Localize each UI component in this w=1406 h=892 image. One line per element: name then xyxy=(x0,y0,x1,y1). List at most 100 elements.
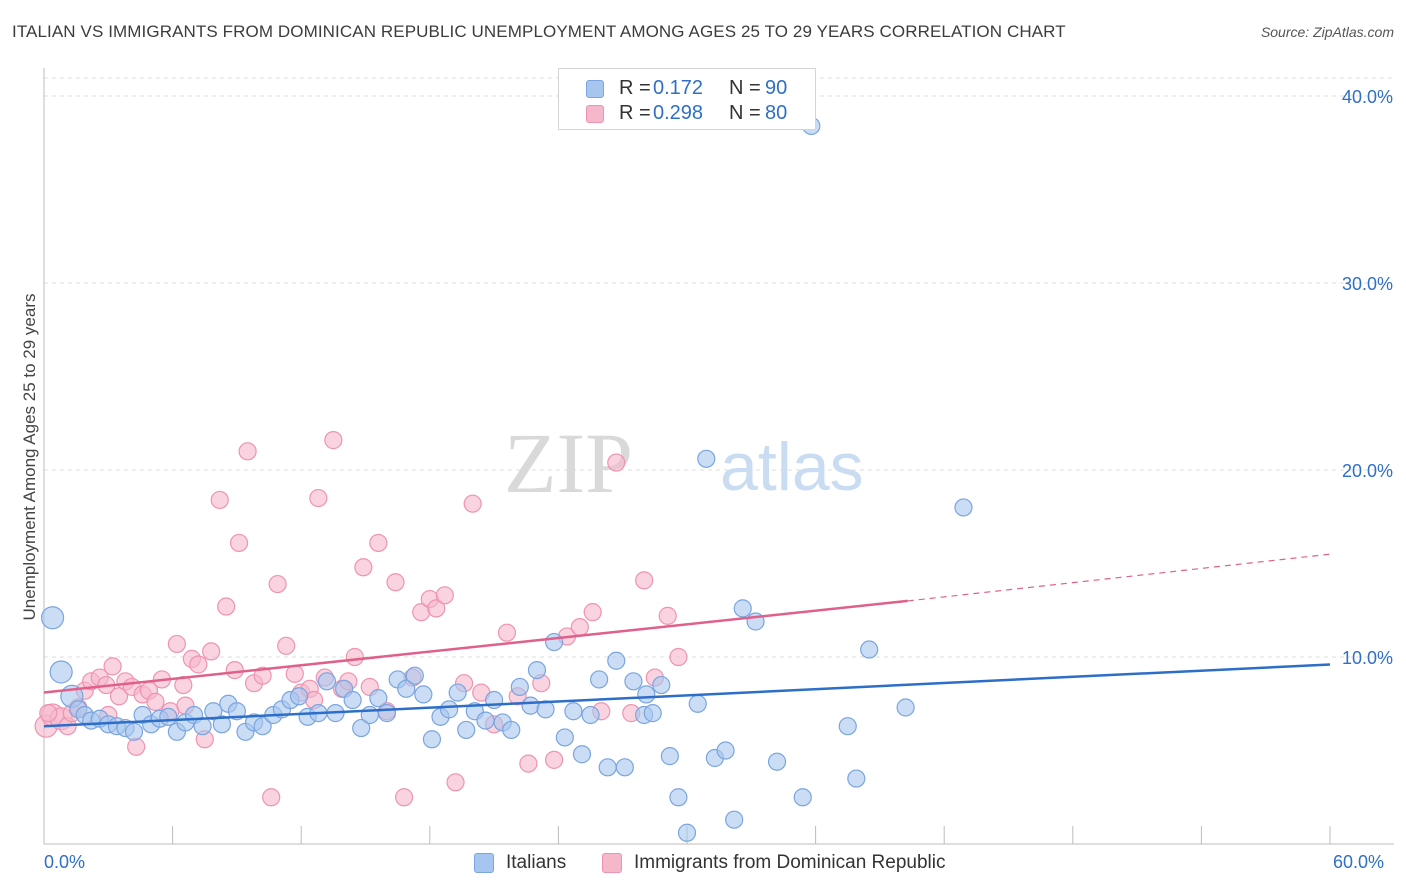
point-dominican xyxy=(607,453,626,472)
y-tick-label: 10.0% xyxy=(1342,648,1393,668)
point-italians xyxy=(317,672,337,691)
trend-line-dominican xyxy=(43,599,908,694)
correlation-legend: R = 0.172 N = 90 R = 0.298 N = 80 xyxy=(558,68,816,130)
point-dominican xyxy=(386,573,405,592)
y-tick-label: 30.0% xyxy=(1342,274,1393,294)
y-tick-label: 20.0% xyxy=(1342,461,1393,481)
point-italians xyxy=(193,717,212,736)
trend-line-dominican-extension xyxy=(907,553,1331,602)
point-italians xyxy=(652,675,671,695)
grid-lines xyxy=(44,77,1394,658)
point-italians xyxy=(838,717,857,736)
legend-r-label: R = xyxy=(619,102,651,124)
point-italians xyxy=(660,747,679,766)
point-dominican xyxy=(324,431,343,450)
point-dominican xyxy=(238,442,257,461)
point-italians xyxy=(422,730,442,749)
point-italians xyxy=(545,632,564,652)
point-dominican xyxy=(635,571,654,590)
point-italians xyxy=(767,752,787,771)
legend-r-label: R = xyxy=(619,77,651,99)
point-italians xyxy=(615,758,634,777)
point-italians xyxy=(733,599,752,618)
point-italians xyxy=(204,702,223,721)
point-italians xyxy=(457,720,476,740)
point-dominican xyxy=(277,636,296,655)
point-italians xyxy=(289,687,309,706)
point-italians xyxy=(212,715,231,734)
point-dominican xyxy=(369,533,388,553)
point-italians xyxy=(564,702,583,721)
point-italians xyxy=(527,661,547,680)
point-dominican xyxy=(570,617,589,637)
legend-r-value: 0.298 xyxy=(653,102,704,124)
point-italians xyxy=(607,651,626,670)
point-italians xyxy=(476,711,495,730)
legend-swatch-italians xyxy=(474,853,494,873)
point-italians xyxy=(643,704,662,723)
point-dominican xyxy=(210,490,229,510)
legend-swatch-dominican xyxy=(602,853,622,873)
point-italians xyxy=(521,696,540,715)
point-italians xyxy=(40,606,65,630)
y-tick-label: 40.0% xyxy=(1342,87,1393,107)
trend-lines xyxy=(43,553,1331,728)
point-dominican xyxy=(583,603,602,622)
point-dominican xyxy=(109,687,129,706)
point-dominican xyxy=(497,623,517,642)
chart-source: Source: ZipAtlas.com xyxy=(1260,24,1394,40)
legend-label-italians: Italians xyxy=(506,852,567,873)
point-italians xyxy=(343,690,362,710)
trend-line-italians xyxy=(43,663,1331,728)
point-italians xyxy=(896,698,915,717)
point-italians xyxy=(637,685,656,704)
point-dominican xyxy=(268,574,287,594)
legend-n-label: N = xyxy=(729,77,761,99)
point-dominican xyxy=(39,704,58,723)
point-italians xyxy=(725,810,744,829)
point-dominican xyxy=(217,597,236,616)
point-dominican xyxy=(345,647,364,667)
point-dominican xyxy=(262,788,281,807)
y-axis-label: Unemployment Among Ages 25 to 29 years xyxy=(20,293,39,621)
legend-n-label: N = xyxy=(729,102,761,124)
y-tick-labels: 10.0% 20.0% 30.0% 40.0% xyxy=(1342,87,1393,668)
point-italians xyxy=(793,788,812,807)
point-italians xyxy=(448,683,467,702)
point-dominican xyxy=(225,661,244,680)
point-dominican xyxy=(545,750,564,769)
point-dominican xyxy=(253,666,272,685)
point-dominican xyxy=(202,642,221,661)
point-italians xyxy=(677,823,697,842)
point-dominican xyxy=(285,664,304,683)
x-tick-label-min: 0.0% xyxy=(44,852,86,872)
point-italians xyxy=(49,660,73,684)
point-italians xyxy=(555,728,574,747)
legend-r-value: 0.172 xyxy=(653,77,704,99)
point-dominican xyxy=(446,773,465,792)
point-italians xyxy=(124,722,144,741)
point-italians xyxy=(954,498,973,517)
point-italians xyxy=(847,769,866,788)
watermark-atlas: atlas xyxy=(720,429,864,505)
point-italians xyxy=(572,745,592,764)
point-dominican xyxy=(167,634,186,654)
point-dominican xyxy=(435,586,454,605)
point-dominican xyxy=(103,657,122,676)
point-italians xyxy=(414,685,433,704)
point-dominican xyxy=(394,788,414,807)
point-italians xyxy=(860,640,879,659)
point-dominican xyxy=(354,558,373,577)
point-italians xyxy=(360,705,379,725)
point-italians xyxy=(159,707,178,726)
point-italians xyxy=(397,679,416,698)
point-italians xyxy=(405,666,424,685)
point-italians xyxy=(598,758,617,777)
chart-title: ITALIAN VS IMMIGRANTS FROM DOMINICAN REP… xyxy=(12,22,1066,41)
point-dominican xyxy=(229,533,249,553)
point-dominican xyxy=(127,737,146,756)
legend-n-value: 90 xyxy=(765,77,788,99)
legend-n-value: 80 xyxy=(765,102,788,124)
point-italians xyxy=(590,670,609,689)
